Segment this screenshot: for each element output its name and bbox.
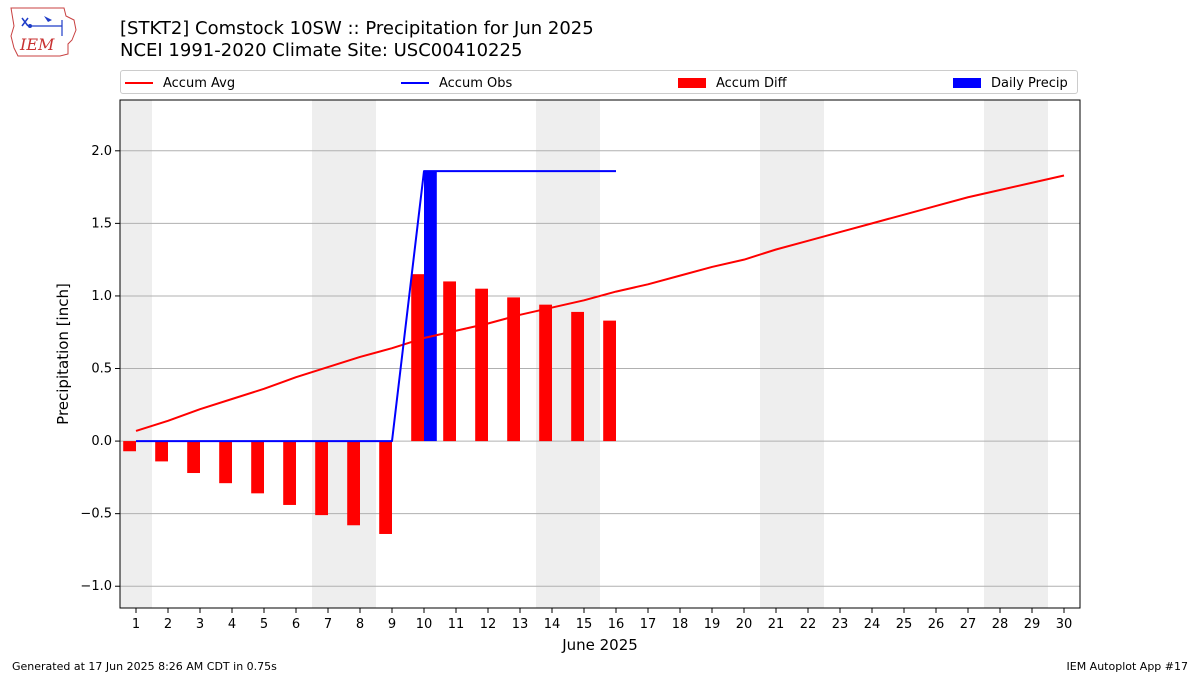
bar-accum-diff-day-9	[379, 441, 392, 534]
weekend-band-1	[120, 100, 152, 608]
x-tick-label: 2	[164, 617, 172, 632]
chart-legend: Accum Avg Accum Obs Accum Diff Daily Pre…	[120, 70, 1078, 94]
bar-accum-diff-day-15	[571, 311, 584, 442]
x-tick-label: 9	[388, 617, 396, 632]
legend-label-accum-diff: Accum Diff	[716, 75, 787, 91]
footer-app: IEM Autoplot App #17	[1066, 660, 1189, 673]
y-tick-label: 0.0	[91, 434, 112, 449]
x-tick-label: 15	[576, 617, 593, 632]
x-tick-label: 19	[704, 617, 721, 632]
x-tick-label: 30	[1056, 617, 1073, 632]
bar-accum-diff-day-14	[539, 304, 552, 442]
x-tick-label: 22	[800, 617, 817, 632]
legend-label-daily-precip: Daily Precip	[991, 75, 1068, 91]
legend-item-accum-diff: Accum Diff	[678, 74, 787, 92]
bar-accum-diff-day-4	[219, 441, 232, 484]
weekend-band-7	[312, 100, 344, 608]
bar-accum-diff-day-7	[315, 441, 328, 516]
bar-accum-diff-day-16	[603, 320, 616, 442]
x-tick-label: 6	[292, 617, 300, 632]
footer-generated: Generated at 17 Jun 2025 8:26 AM CDT in …	[12, 660, 277, 673]
bar-accum-diff-day-12	[475, 288, 488, 442]
x-tick-label: 1	[132, 617, 140, 632]
y-axis-label: Precipitation [inch]	[54, 283, 72, 425]
x-tick-label: 17	[640, 617, 657, 632]
legend-item-accum-avg: Accum Avg	[125, 74, 235, 92]
bar-accum-diff-day-5	[251, 441, 264, 494]
x-tick-label: 28	[992, 617, 1009, 632]
bar-accum-diff-day-1	[123, 441, 136, 452]
legend-swatch-daily-precip	[953, 78, 981, 88]
x-tick-label: 23	[832, 617, 849, 632]
x-tick-label: 10	[416, 617, 433, 632]
x-tick-label: 11	[448, 617, 465, 632]
x-tick-label: 7	[324, 617, 332, 632]
y-tick-label: 1.0	[91, 289, 112, 304]
legend-swatch-accum-diff	[678, 78, 706, 88]
bar-daily-precip-day-10	[424, 171, 437, 442]
bar-accum-diff-day-10	[411, 274, 424, 442]
line-accum-avg	[135, 174, 1065, 432]
y-tick-label: 1.5	[91, 216, 112, 231]
weekend-band-28	[984, 100, 1016, 608]
weekend-band-21	[760, 100, 792, 608]
x-tick-label: 13	[512, 617, 529, 632]
chart-title: [STKT2] Comstock 10SW :: Precipitation f…	[120, 18, 594, 39]
x-tick-label: 18	[672, 617, 689, 632]
weekend-band-29	[1016, 100, 1048, 608]
x-tick-label: 24	[864, 617, 881, 632]
plot-frame	[119, 99, 1081, 609]
bar-accum-diff-day-2	[155, 441, 168, 462]
x-tick-label: 14	[544, 617, 561, 632]
x-tick-label: 29	[1024, 617, 1041, 632]
x-tick-label: 20	[736, 617, 753, 632]
legend-swatch-accum-avg	[125, 82, 153, 84]
y-tick-label: −0.5	[80, 507, 112, 522]
weekend-band-22	[792, 100, 824, 608]
bar-accum-diff-day-11	[443, 281, 456, 442]
x-tick-label: 8	[356, 617, 364, 632]
chart-subtitle: NCEI 1991-2020 Climate Site: USC00410225	[120, 40, 523, 61]
bar-accum-diff-day-8	[347, 441, 360, 526]
bar-accum-diff-day-13	[507, 297, 520, 442]
y-tick-label: 2.0	[91, 144, 112, 159]
x-tick-label: 5	[260, 617, 268, 632]
bar-accum-diff-day-3	[187, 441, 200, 474]
x-tick-label: 26	[928, 617, 945, 632]
legend-label-accum-avg: Accum Avg	[163, 75, 236, 91]
x-tick-label: 3	[196, 617, 204, 632]
bar-accum-diff-day-6	[283, 441, 296, 505]
iem-logo: IEM	[10, 7, 77, 57]
x-axis-label: June 2025	[561, 636, 638, 654]
x-tick-label: 21	[768, 617, 785, 632]
x-tick-label: 12	[480, 617, 497, 632]
legend-item-daily-precip: Daily Precip	[953, 74, 1068, 92]
line-accum-obs	[136, 170, 616, 443]
legend-item-accum-obs: Accum Obs	[401, 74, 512, 92]
y-tick-label: −1.0	[80, 579, 112, 594]
legend-swatch-accum-obs	[401, 82, 429, 84]
x-tick-label: 25	[896, 617, 913, 632]
iem-logo-text: IEM	[19, 35, 55, 54]
x-tick-label: 27	[960, 617, 977, 632]
y-tick-label: 0.5	[91, 362, 112, 377]
legend-label-accum-obs: Accum Obs	[439, 75, 513, 91]
x-tick-label: 4	[228, 617, 236, 632]
x-tick-label: 16	[608, 617, 625, 632]
